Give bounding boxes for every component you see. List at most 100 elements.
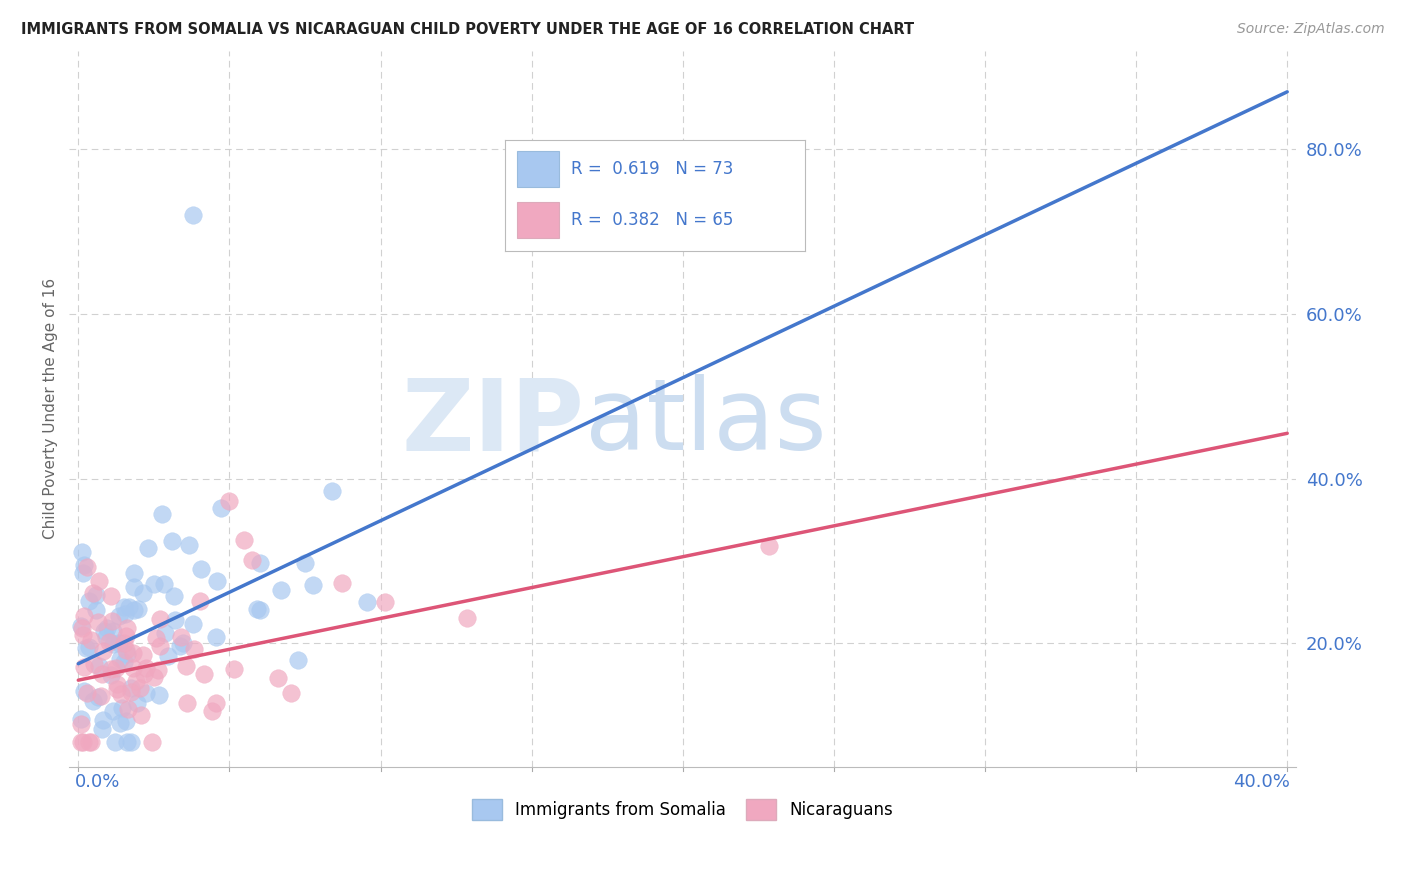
Point (267, 671, 290, 685)
Point (107, 635, 129, 649)
Point (115, 648, 138, 662)
Point (86, 615, 108, 629)
Point (73, 558, 96, 572)
Point (145, 631, 167, 645)
Point (115, 714, 138, 728)
Point (100, 668, 122, 682)
Point (125, 673, 148, 688)
Point (149, 612, 172, 626)
Point (132, 648, 155, 663)
Point (96, 630, 118, 644)
Point (83, 657, 105, 672)
Point (240, 552, 263, 566)
Point (122, 661, 145, 675)
Point (218, 494, 240, 508)
Point (188, 594, 211, 608)
Point (110, 715, 132, 730)
Point (73, 608, 96, 623)
Point (125, 696, 148, 710)
Point (124, 580, 146, 594)
Point (90, 666, 112, 681)
Point (73, 683, 96, 698)
Text: ZIP: ZIP (402, 375, 585, 472)
Y-axis label: Child Poverty Under the Age of 16: Child Poverty Under the Age of 16 (44, 278, 58, 539)
Point (108, 652, 131, 666)
Point (294, 556, 316, 570)
Point (321, 483, 343, 498)
Legend: Immigrants from Somalia, Nicaraguans: Immigrants from Somalia, Nicaraguans (465, 793, 900, 826)
Point (246, 602, 269, 616)
Point (72, 545, 94, 559)
Point (87, 659, 110, 673)
Point (112, 655, 135, 669)
Point (80, 735, 103, 749)
Point (97, 634, 120, 648)
Point (89, 574, 111, 588)
Point (82, 694, 104, 708)
Point (181, 208, 204, 222)
Text: IMMIGRANTS FROM SOMALIA VS NICARAGUAN CHILD POVERTY UNDER THE AGE OF 16 CORRELAT: IMMIGRANTS FROM SOMALIA VS NICARAGUAN CH… (21, 22, 914, 37)
Point (115, 629, 138, 643)
Point (129, 707, 152, 722)
Point (103, 704, 125, 718)
Point (302, 578, 325, 592)
Point (90, 689, 112, 703)
Point (153, 577, 176, 591)
Point (356, 595, 378, 609)
Point (124, 566, 146, 581)
Point (103, 624, 125, 639)
Point (101, 614, 124, 628)
Point (70, 716, 93, 731)
Point (169, 639, 191, 653)
Text: Source: ZipAtlas.com: Source: ZipAtlas.com (1237, 22, 1385, 37)
Point (205, 696, 228, 710)
Point (82, 586, 104, 600)
Point (103, 735, 125, 749)
Point (142, 670, 165, 684)
Point (101, 637, 124, 651)
Point (114, 643, 136, 657)
Text: atlas: atlas (585, 375, 827, 472)
Point (117, 621, 139, 635)
Point (122, 646, 145, 660)
Point (176, 696, 198, 710)
Point (160, 534, 183, 549)
Point (270, 582, 292, 597)
Point (120, 681, 142, 696)
Point (181, 617, 204, 632)
Point (93, 624, 115, 639)
Point (70, 735, 93, 749)
Point (233, 533, 256, 548)
Point (143, 577, 166, 591)
Point (79, 632, 101, 647)
Point (134, 666, 156, 681)
Point (201, 704, 224, 718)
Point (249, 556, 271, 570)
Point (76, 686, 98, 700)
Point (209, 501, 232, 516)
Point (91, 644, 114, 658)
Point (72, 735, 94, 749)
Point (110, 687, 132, 701)
Point (172, 636, 194, 650)
Point (249, 602, 271, 616)
Point (332, 575, 354, 590)
Point (120, 685, 142, 699)
Point (118, 600, 141, 615)
Point (193, 666, 215, 681)
Text: 40.0%: 40.0% (1233, 773, 1291, 791)
Point (96, 622, 118, 636)
Point (117, 735, 139, 749)
Point (70, 621, 93, 635)
Point (150, 507, 173, 521)
Point (70, 712, 93, 726)
Point (77, 640, 100, 654)
Point (114, 607, 136, 621)
Point (374, 595, 396, 609)
Point (72, 628, 94, 642)
Point (73, 660, 96, 674)
Point (117, 702, 139, 716)
Point (136, 541, 159, 556)
Point (207, 574, 229, 588)
Point (280, 685, 302, 699)
